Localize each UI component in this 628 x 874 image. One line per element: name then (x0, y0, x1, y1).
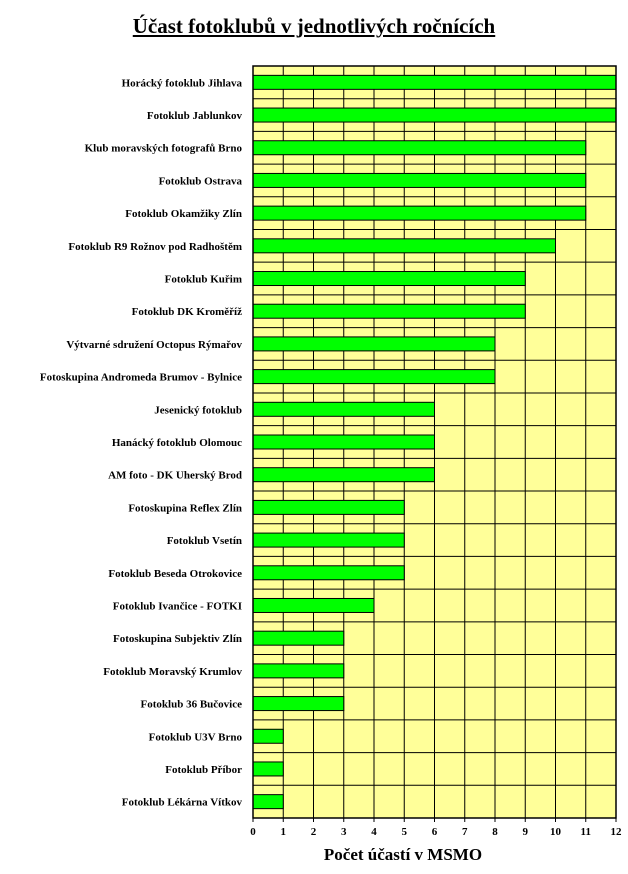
bar (252, 238, 556, 254)
x-axis-label: Počet účastí v MSMO (323, 845, 483, 864)
x-tick-label: 11 (581, 826, 591, 838)
category-label: Fotoklub Okamžiky Zlín (125, 208, 242, 220)
bar (252, 107, 617, 123)
category-label: Fotoklub Jablunkov (147, 110, 243, 122)
category-label: Fotoklub Ivančice - FOTKI (113, 600, 242, 612)
x-tick-label: 9 (523, 826, 529, 838)
category-label: Hanácký fotoklub Olomouc (112, 437, 242, 449)
bar (252, 467, 435, 483)
category-label: Fotoklub Příbor (165, 764, 242, 776)
x-tick-label: 0 (250, 826, 256, 838)
category-label: Fotoklub U3V Brno (149, 731, 243, 743)
bar (252, 401, 435, 417)
category-label: Fotoskupina Subjektiv Zlín (113, 633, 242, 645)
bar (252, 663, 345, 679)
bar (252, 74, 617, 90)
x-tick-label: 10 (550, 826, 562, 838)
category-label: Fotoklub Beseda Otrokovice (108, 568, 242, 580)
bar (252, 630, 345, 646)
x-tick-label: 5 (402, 826, 408, 838)
category-label: Výtvarné sdružení Octopus Rýmařov (66, 339, 242, 351)
bar (252, 499, 405, 515)
category-label: Klub moravských fotografů Brno (85, 143, 243, 155)
x-tick-label: 7 (462, 826, 468, 838)
x-tick-label: 6 (432, 826, 438, 838)
bar (252, 336, 496, 352)
category-label: Fotoskupina Reflex Zlín (128, 502, 242, 514)
bar (252, 140, 587, 156)
bar (252, 369, 496, 385)
bar (252, 271, 526, 287)
chart-title: Účast fotoklubů v jednotlivých ročnících (132, 14, 496, 38)
bar (252, 696, 345, 712)
category-label: Fotoklub R9 Rožnov pod Radhoštěm (68, 241, 242, 253)
category-label: Fotoklub DK Kroměříž (132, 306, 243, 318)
x-tick-label: 3 (341, 826, 347, 838)
category-label: Fotoklub Lékárna Vítkov (122, 797, 243, 809)
bar (252, 434, 435, 450)
bar (252, 597, 375, 613)
x-tick-label: 8 (492, 826, 498, 838)
bar (252, 303, 526, 319)
x-tick-label: 2 (311, 826, 317, 838)
x-tick-label: 1 (281, 826, 287, 838)
category-label: AM foto - DK Uherský Brod (108, 470, 242, 482)
category-label: Fotoklub Kuřim (165, 274, 242, 286)
bar (252, 794, 284, 810)
category-label: Jesenický fotoklub (154, 404, 242, 416)
bar (252, 205, 587, 221)
x-tick-label: 12 (611, 826, 623, 838)
bar (252, 532, 405, 548)
category-label: Horácký fotoklub Jihlava (122, 77, 243, 89)
x-tick-label: 4 (371, 826, 377, 838)
bar (252, 172, 587, 188)
bar (252, 565, 405, 581)
category-label: Fotoklub Vsetín (167, 535, 242, 547)
category-label: Fotoklub Ostrava (159, 175, 243, 187)
category-label: Fotoskupina Andromeda Brumov - Bylnice (40, 372, 242, 384)
category-label: Fotoklub Moravský Krumlov (103, 666, 242, 678)
bar (252, 761, 284, 777)
bar (252, 728, 284, 744)
category-label: Fotoklub 36 Bučovice (141, 699, 243, 711)
